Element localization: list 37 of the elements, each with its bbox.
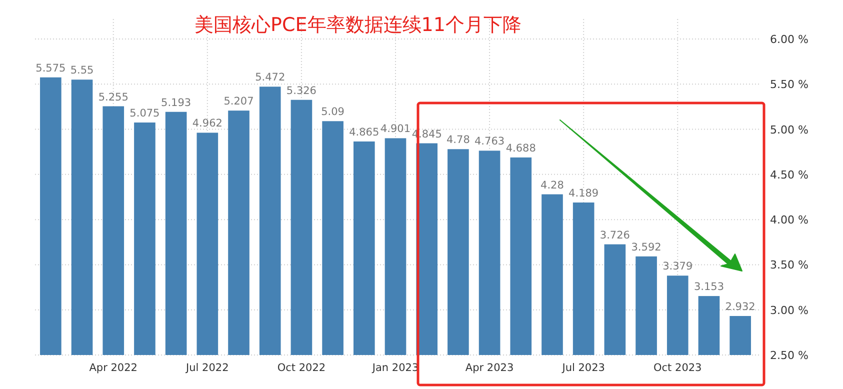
data-label: 5.09 [321,106,344,118]
data-label: 5.472 [255,72,286,84]
data-label: 4.865 [349,126,380,138]
data-label: 3.153 [694,281,724,294]
y-tick-label: 3.50 % [770,258,808,272]
y-tick-label: 3.00 % [770,304,808,317]
data-label: 5.326 [286,84,317,97]
y-tick-label: 5.00 % [770,123,808,136]
x-tick-label: Jul 2023 [561,362,605,374]
x-tick-label: Apr 2022 [89,362,138,374]
data-label: 4.763 [474,136,505,148]
data-label: 5.075 [130,108,160,120]
data-label: 4.78 [446,134,470,146]
y-tick-label: 5.50 % [770,78,808,92]
data-label: 2.932 [725,300,756,313]
y-tick-label: 2.50 % [770,349,808,362]
data-label: 5.55 [70,64,94,77]
x-tick-label: Oct 2022 [277,362,326,374]
data-label: 5.193 [161,96,192,109]
data-label: 5.575 [36,62,66,74]
x-tick-label: Oct 2023 [654,362,702,374]
data-label: 5.207 [224,96,254,108]
data-label: 5.255 [98,91,128,104]
data-label: 4.688 [506,142,536,154]
data-label: 4.28 [540,179,564,192]
data-label: 4.901 [380,123,411,136]
data-label: 4.189 [568,188,599,200]
y-tick-label: 6.00 % [770,33,808,46]
x-tick-label: Apr 2023 [465,362,514,374]
data-label: 3.592 [631,241,662,254]
data-label: 3.726 [600,229,630,242]
data-label: 3.379 [662,260,693,273]
y-tick-label: 4.00 % [770,214,808,227]
x-tick-label: Jul 2022 [185,362,229,374]
chart-title: 美国核心PCE年率数据连续11个月下降 [194,14,522,36]
y-tick-label: 4.50 % [770,168,808,182]
data-label: 4.962 [192,118,222,130]
